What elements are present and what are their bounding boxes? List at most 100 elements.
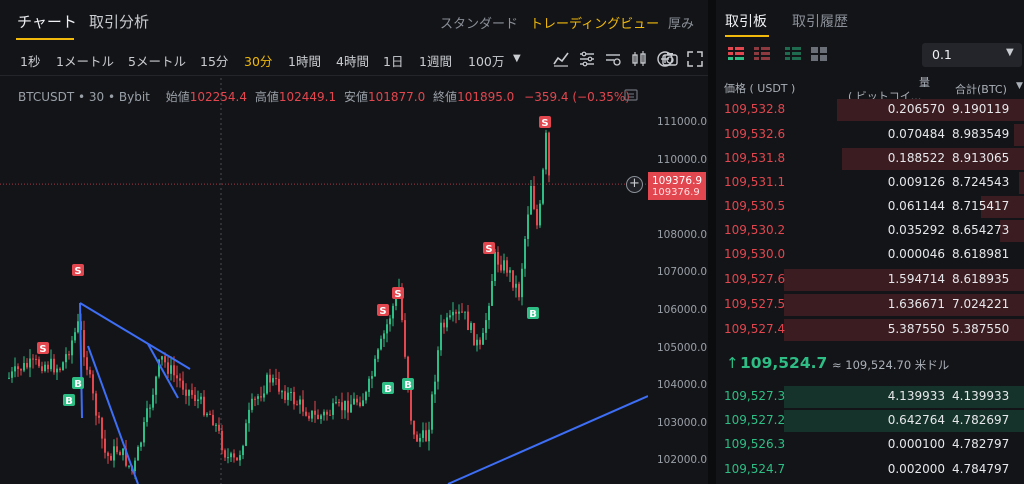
candle-body bbox=[548, 132, 550, 176]
layout-grid-icon[interactable] bbox=[811, 47, 827, 61]
interval-1w[interactable]: 1週間 bbox=[419, 54, 452, 69]
interval-1d[interactable]: 1日 bbox=[383, 54, 404, 69]
candle-body bbox=[275, 378, 277, 380]
candle-body bbox=[317, 414, 319, 420]
ask-row[interactable]: 109,527.4 5.387550 5.387550 bbox=[716, 318, 1024, 342]
candle-body bbox=[116, 446, 118, 453]
tab-underline bbox=[16, 38, 74, 40]
candle-body bbox=[146, 408, 148, 423]
ask-row[interactable]: 109,532.8 0.206570 9.190119 bbox=[716, 98, 1024, 122]
current-price-sub: 109376.9 bbox=[652, 187, 700, 198]
candle-body bbox=[428, 429, 430, 442]
legend-high-label: 高値 bbox=[254, 90, 279, 104]
ask-row[interactable]: 109,531.1 0.009126 8.724543 bbox=[716, 171, 1024, 195]
ask-row[interactable]: 109,532.6 0.070484 8.983549 bbox=[716, 123, 1024, 147]
precision-select[interactable]: 0.1 ▼ bbox=[922, 43, 1022, 67]
candle-body bbox=[440, 322, 442, 351]
sell-signal-badge-label: S bbox=[39, 344, 46, 355]
bid-row[interactable]: 109,526.3 0.000100 4.782797 bbox=[716, 433, 1024, 457]
tab-orderbook[interactable]: 取引板 bbox=[725, 14, 767, 30]
tab-trade-analysis[interactable]: 取引分析 bbox=[89, 13, 150, 31]
interval-dropdown-caret[interactable]: ▼ bbox=[513, 53, 521, 64]
interval-1m[interactable]: 1メートル bbox=[56, 54, 114, 69]
candle-body bbox=[404, 320, 406, 357]
tab-chart[interactable]: チャート bbox=[17, 13, 77, 31]
layout-both-icon[interactable] bbox=[728, 47, 744, 61]
candle-body bbox=[458, 311, 460, 314]
candle-body bbox=[539, 203, 541, 226]
add-alert-icon[interactable]: + bbox=[626, 176, 643, 193]
candle-body bbox=[56, 368, 58, 373]
interval-1h[interactable]: 1時間 bbox=[288, 54, 321, 69]
view-depth[interactable]: 厚み bbox=[668, 17, 695, 32]
interval-1s[interactable]: 1秒 bbox=[20, 54, 41, 69]
trendline bbox=[87, 345, 139, 484]
ask-row[interactable]: 109,527.5 1.636671 7.024221 bbox=[716, 293, 1024, 317]
screenshot-icon[interactable] bbox=[661, 50, 679, 68]
ask-qty: 0.009126 bbox=[887, 175, 945, 189]
legend-open: 102254.4 bbox=[189, 90, 247, 104]
ask-row[interactable]: 109,530.0 0.000046 8.618981 bbox=[716, 243, 1024, 267]
col-total-header: 合計(BTC) bbox=[955, 83, 1007, 96]
interval-1mo[interactable]: 100万 bbox=[468, 54, 505, 69]
ask-total: 8.618981 bbox=[952, 247, 1010, 261]
candle-body bbox=[518, 283, 520, 298]
candle-body bbox=[503, 260, 505, 271]
candle-body bbox=[83, 330, 85, 358]
candle-body bbox=[215, 424, 217, 426]
candle-body bbox=[302, 399, 304, 412]
candle-body bbox=[377, 349, 379, 359]
candle-body bbox=[284, 391, 286, 400]
ask-total: 8.654273 bbox=[952, 223, 1010, 237]
ohlc-legend: BTCUSDT • 30 • Bybit 始値102254.4 高値102449… bbox=[18, 88, 630, 105]
candle-body bbox=[65, 354, 67, 363]
interval-4h[interactable]: 4時間 bbox=[336, 54, 369, 69]
candle-body bbox=[218, 424, 220, 431]
layout-asks-icon[interactable] bbox=[754, 47, 770, 61]
collapse-legend-icon[interactable] bbox=[624, 88, 638, 102]
tab-trade-history[interactable]: 取引履歴 bbox=[792, 14, 848, 30]
candle-body bbox=[119, 452, 121, 456]
ask-row[interactable]: 109,530.2 0.035292 8.654273 bbox=[716, 219, 1024, 243]
view-standard[interactable]: スタンダード bbox=[440, 17, 519, 32]
candle-body bbox=[254, 398, 256, 400]
ask-qty: 0.188522 bbox=[887, 151, 945, 165]
candle-body bbox=[263, 393, 265, 398]
indicators-icon[interactable] bbox=[552, 50, 570, 68]
ask-price: 109,531.1 bbox=[724, 175, 786, 189]
bid-depth-bar bbox=[784, 386, 1024, 408]
interval-5m[interactable]: 5メートル bbox=[128, 54, 186, 69]
interval-15m[interactable]: 15分 bbox=[200, 54, 229, 69]
bid-price: 109,526.3 bbox=[724, 437, 786, 451]
candle-body bbox=[197, 399, 199, 402]
chart-settings-icon[interactable] bbox=[578, 50, 596, 68]
ask-total: 7.024221 bbox=[952, 297, 1010, 311]
candle-body bbox=[11, 371, 13, 378]
ask-row[interactable]: 109,531.8 0.188522 8.913065 bbox=[716, 147, 1024, 171]
ask-qty: 0.061144 bbox=[887, 199, 945, 213]
ask-row[interactable]: 109,527.6 1.594714 8.618935 bbox=[716, 268, 1024, 292]
y-tick-label: 105000.0 bbox=[657, 341, 708, 354]
total-unit-caret[interactable]: ▼ bbox=[1016, 81, 1023, 91]
candle-body bbox=[41, 366, 43, 372]
replay-icon[interactable] bbox=[604, 50, 622, 68]
bid-row[interactable]: 109,524.7 0.002000 4.784797 bbox=[716, 458, 1024, 482]
candle-body bbox=[332, 403, 334, 415]
ask-row[interactable]: 109,530.5 0.061144 8.715417 bbox=[716, 195, 1024, 219]
candle-body bbox=[20, 369, 22, 371]
bid-row[interactable]: 109,527.2 0.642764 4.782697 bbox=[716, 409, 1024, 433]
candle-type-icon[interactable] bbox=[630, 50, 648, 68]
candle-body bbox=[248, 409, 250, 424]
sell-signal-badge bbox=[392, 287, 404, 299]
candle-body bbox=[182, 380, 184, 390]
fullscreen-icon[interactable] bbox=[686, 50, 704, 68]
ask-price: 109,530.5 bbox=[724, 199, 786, 213]
interval-30m[interactable]: 30分 bbox=[244, 54, 273, 69]
candle-body bbox=[446, 317, 448, 328]
bid-row[interactable]: 109,527.3 4.139933 4.139933 bbox=[716, 385, 1024, 409]
layout-bids-icon[interactable] bbox=[785, 47, 801, 61]
y-tick-label: 108000.0 bbox=[657, 228, 708, 241]
bid-total: 4.782697 bbox=[952, 413, 1010, 427]
view-tradingview[interactable]: トレーディングビュー bbox=[530, 17, 660, 32]
